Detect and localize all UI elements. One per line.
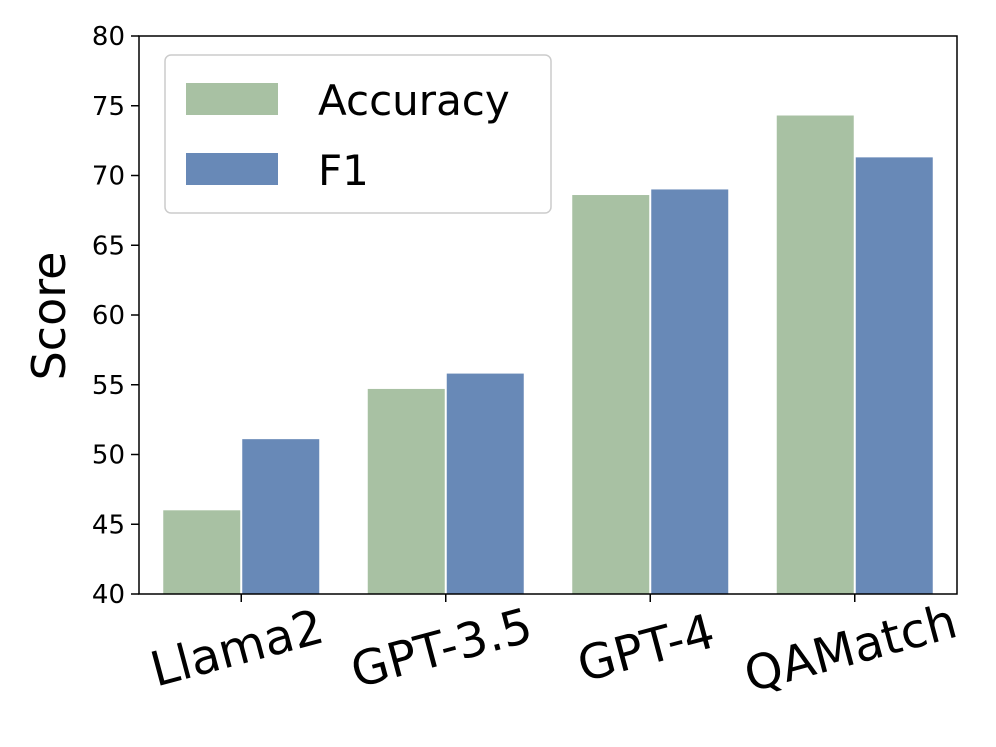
bar-f1-qamatch <box>856 157 933 594</box>
y-tick-label: 65 <box>92 231 125 261</box>
bar-f1-llama2 <box>242 439 319 594</box>
x-tick-label-llama2: Llama2 <box>145 599 330 699</box>
y-tick-label: 45 <box>92 510 125 540</box>
y-tick-label: 55 <box>92 371 125 401</box>
bar-accuracy-gpt-3-5 <box>368 389 445 594</box>
legend: Accuracy F1 <box>165 55 551 213</box>
bar-accuracy-llama2 <box>163 510 240 594</box>
bar-accuracy-qamatch <box>777 116 854 594</box>
y-tick-label: 80 <box>92 22 125 52</box>
y-tick-label: 75 <box>92 92 125 122</box>
x-tick-label-gpt-4: GPT-4 <box>572 604 721 694</box>
legend-label-accuracy: Accuracy <box>318 76 510 125</box>
x-axis: Llama2 GPT-3.5 GPT-4 QAMatch <box>145 593 963 703</box>
y-tick-label: 60 <box>92 301 125 331</box>
y-axis: 40 45 50 55 60 65 70 75 80 <box>92 22 139 610</box>
x-tick-label-gpt-3-5: GPT-3.5 <box>345 598 538 700</box>
legend-label-f1: F1 <box>318 146 369 195</box>
y-axis-title: Score <box>22 252 76 381</box>
legend-swatch-f1 <box>186 153 278 185</box>
bar-f1-gpt-4 <box>651 189 728 594</box>
bar-accuracy-gpt-4 <box>572 195 649 594</box>
legend-swatch-accuracy <box>186 83 278 115</box>
y-tick-label: 40 <box>92 580 125 610</box>
bar-f1-gpt-3-5 <box>447 374 524 594</box>
y-tick-label: 50 <box>92 441 125 471</box>
y-tick-label: 70 <box>92 162 125 192</box>
x-tick-label-qamatch: QAMatch <box>739 593 963 703</box>
